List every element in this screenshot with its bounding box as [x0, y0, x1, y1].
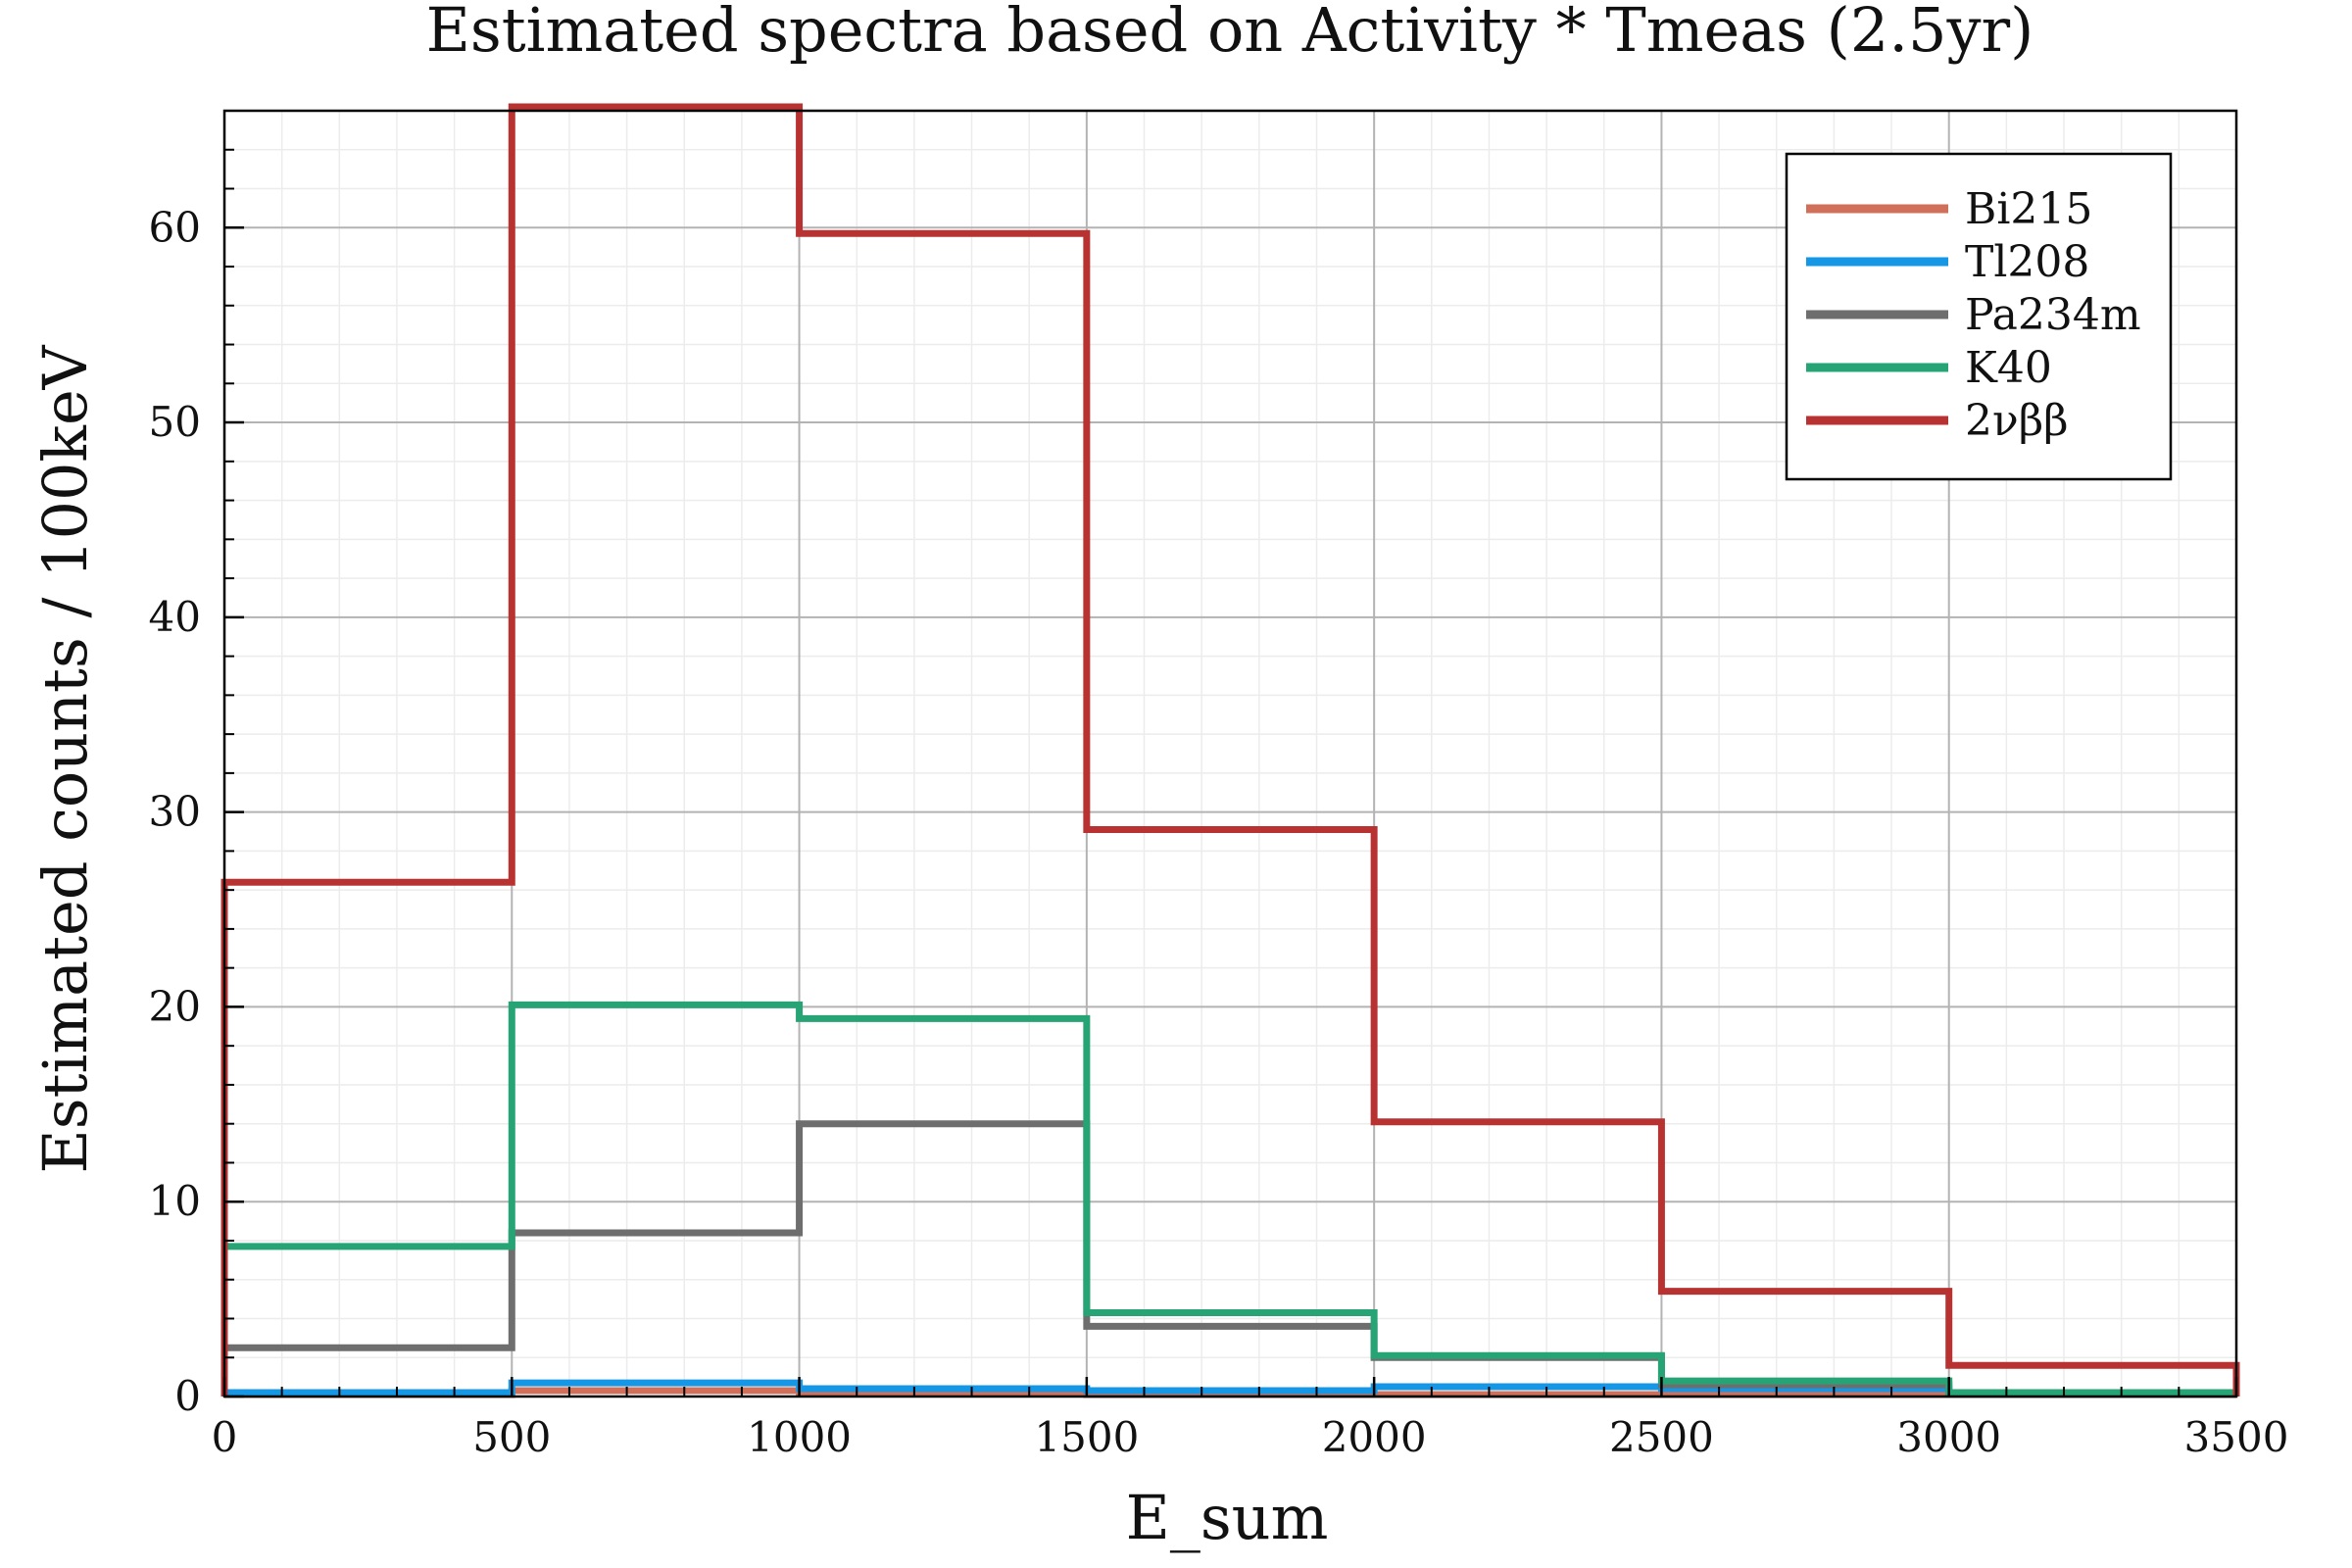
y-axis-label: Estimated counts / 100keV — [29, 344, 101, 1173]
x-tick-label: 500 — [472, 1413, 551, 1461]
legend-label-4: 2νββ — [1965, 396, 2069, 446]
x-tick-label: 1000 — [747, 1413, 852, 1461]
x-tick-label: 2500 — [1609, 1413, 1714, 1461]
x-axis-label: E_sum — [1126, 1482, 1329, 1553]
x-tick-label: 0 — [212, 1413, 238, 1461]
minor-grid — [224, 111, 2236, 1396]
x-tick-label: 3500 — [2184, 1413, 2289, 1461]
y-tick-labels: 0 10 20 30 40 50 60 — [149, 203, 201, 1420]
chart-title: Estimated spectra based on Activity * Tm… — [426, 0, 2034, 66]
legend-label-0: Bi215 — [1965, 184, 2092, 234]
y-tick-label: 0 — [174, 1372, 201, 1420]
y-tick-label: 20 — [149, 982, 201, 1030]
y-tick-label: 30 — [149, 788, 201, 836]
y-tick-label: 40 — [149, 593, 201, 641]
x-tick-label: 1500 — [1034, 1413, 1139, 1461]
x-tick-label: 2000 — [1322, 1413, 1427, 1461]
y-tick-label: 50 — [149, 398, 201, 446]
plot-frame — [222, 109, 2238, 1398]
legend-label-3: K40 — [1965, 343, 2052, 393]
y-tick-label: 60 — [149, 203, 201, 251]
legend-label-1: Tl208 — [1965, 237, 2089, 287]
tick-marks — [222, 148, 2238, 1398]
x-tick-label: 3000 — [1896, 1413, 2001, 1461]
y-tick-label: 10 — [149, 1177, 201, 1225]
series-line-4 — [220, 103, 2240, 1396]
legend-label-2: Pa234m — [1965, 290, 2141, 340]
x-tick-labels: 0 500 1000 1500 2000 2500 3000 3500 — [212, 1413, 2289, 1461]
